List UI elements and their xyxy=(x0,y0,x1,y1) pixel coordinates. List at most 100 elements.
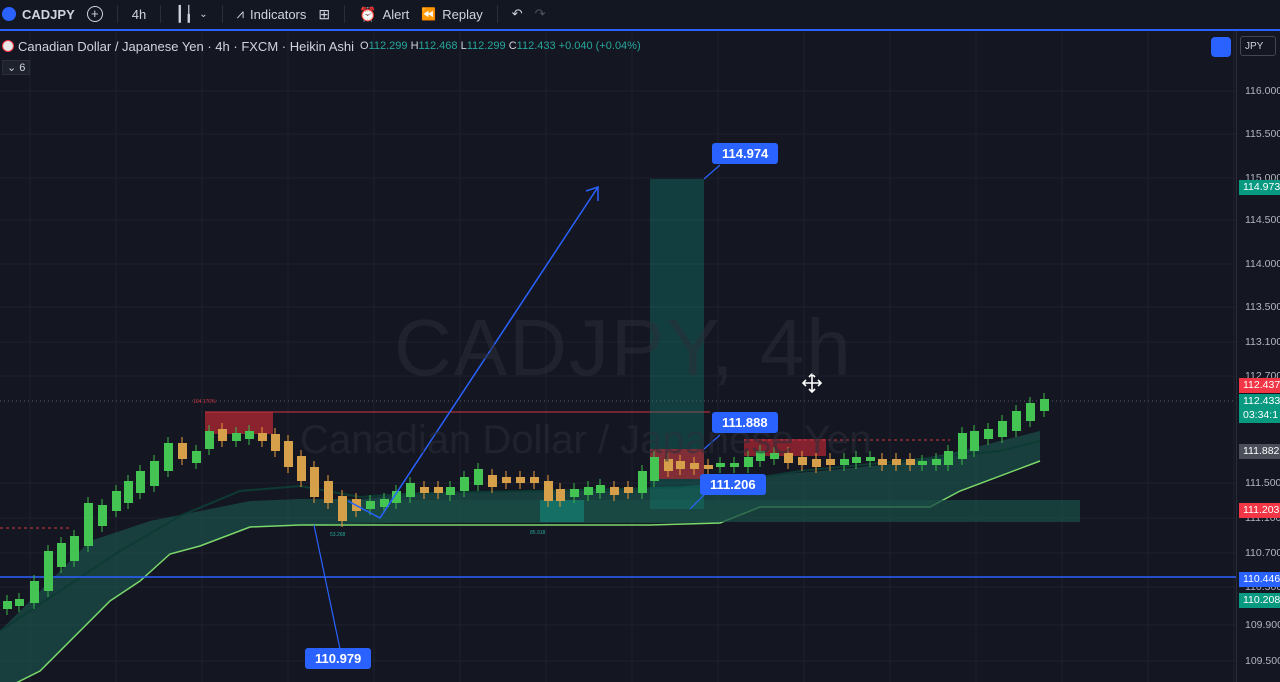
candle-body xyxy=(584,487,593,495)
toolbar-divider xyxy=(0,29,1280,31)
watermark-symbol: CADJPY, 4h xyxy=(394,303,853,392)
candle-body xyxy=(446,487,455,495)
undo-button[interactable]: ↶ xyxy=(506,6,529,22)
candle-body xyxy=(704,465,713,469)
candle-body xyxy=(205,431,214,449)
candle-body xyxy=(366,501,375,509)
candle-body xyxy=(852,457,861,463)
price-chart-canvas[interactable]: 104.170% 53.268 85.918 xyxy=(0,31,1236,682)
candle-body xyxy=(770,453,779,459)
indicators-label: Indicators xyxy=(250,6,307,22)
candle-body xyxy=(178,443,187,459)
candle-body xyxy=(840,459,849,465)
candle-body xyxy=(918,461,927,465)
open-value: 112.299 xyxy=(368,40,408,52)
candle-body xyxy=(70,536,79,561)
currency-button[interactable]: JPY xyxy=(1240,36,1276,56)
replay-label: Replay xyxy=(442,6,483,22)
price-tag: 111.882 xyxy=(1239,444,1280,459)
legend-ohlc: O112.299 H112.468 L112.299 C112.433 +0.0… xyxy=(360,40,641,52)
candle-body xyxy=(1040,399,1049,411)
replay-button[interactable]: ⏪ Replay xyxy=(415,7,488,22)
candle-body xyxy=(271,434,280,451)
chart-type-button[interactable]: ┃╽ ⌄ xyxy=(169,5,213,23)
candle-body xyxy=(756,451,765,461)
low-price-callout: 110.979 xyxy=(305,648,372,669)
candle-body xyxy=(474,469,483,485)
stop-pointer-line xyxy=(689,492,707,510)
candle-body xyxy=(124,481,133,503)
candle-body xyxy=(1026,403,1035,421)
compare-button[interactable]: + xyxy=(81,6,109,22)
stop-price-callout: 111.206 xyxy=(700,474,766,495)
candle-body xyxy=(84,503,93,546)
candle-body xyxy=(970,431,979,451)
projection-arrow xyxy=(347,186,599,519)
candle-body xyxy=(906,459,915,465)
candles-icon: ┃╽ xyxy=(175,6,194,23)
candle-body xyxy=(998,421,1007,437)
projection-arrowhead xyxy=(585,185,599,201)
candle-body xyxy=(232,433,241,441)
interval-label: 4h xyxy=(131,6,147,22)
candle-body xyxy=(338,496,347,521)
candle-body xyxy=(164,443,173,471)
candle-body xyxy=(892,459,901,465)
price-tag: 114.973 xyxy=(1239,180,1280,195)
symbol-search-button[interactable]: CADJPY xyxy=(0,7,81,22)
price-tick: 114.000 xyxy=(1245,258,1280,270)
plus-circle-icon: + xyxy=(86,6,103,22)
candle-body xyxy=(420,487,429,493)
layouts-button[interactable]: ⊞ xyxy=(312,6,336,23)
candle-body xyxy=(596,485,605,493)
candle-body xyxy=(192,451,201,463)
candle-body xyxy=(570,489,579,497)
top-toolbar: CADJPY + 4h ┃╽ ⌄ ⩘ Indicators ⊞ ⏰ Alert … xyxy=(0,0,1280,28)
price-tag: 111.203 xyxy=(1239,503,1280,518)
interval-button[interactable]: 4h xyxy=(126,7,152,22)
chart-legend: Canadian Dollar / Japanese Yen · 4h · FX… xyxy=(0,36,641,56)
high-value: 112.468 xyxy=(418,40,458,52)
symbol-logo-icon xyxy=(2,7,16,21)
candle-body xyxy=(878,459,887,465)
demand-zone xyxy=(340,500,1080,522)
candle-body xyxy=(57,543,66,567)
redo-icon: ↷ xyxy=(534,6,546,21)
price-tick: 113.500 xyxy=(1245,301,1280,313)
alert-label: Alert xyxy=(382,6,410,22)
candle-body xyxy=(392,491,401,503)
candle-body xyxy=(502,477,511,483)
indicators-toggle[interactable]: ⌄ 6 xyxy=(2,60,31,75)
candle-body xyxy=(744,457,753,467)
indicator-count: 6 xyxy=(19,62,26,74)
price-tag: 112.433 xyxy=(1239,394,1280,409)
candle-body xyxy=(716,463,725,467)
alarm-icon: ⏰ xyxy=(359,5,377,22)
left-note-label: 104.170% xyxy=(193,399,216,405)
change-value: +0.040 (+0.04%) xyxy=(558,40,641,52)
alert-button[interactable]: ⏰ Alert xyxy=(353,6,415,23)
redo-button[interactable]: ↷ xyxy=(529,6,552,22)
candle-body xyxy=(218,429,227,441)
candle-body xyxy=(826,459,835,465)
legend-title: Canadian Dollar / Japanese Yen · 4h · FX… xyxy=(18,38,355,54)
symbol-label: CADJPY xyxy=(22,6,75,22)
price-tick: 115.500 xyxy=(1245,128,1280,140)
low-pointer-line xyxy=(313,524,341,650)
candle-body xyxy=(812,459,821,467)
candle-body xyxy=(112,491,121,511)
price-tag: 03:34:1 xyxy=(1239,408,1280,423)
indicators-button[interactable]: ⩘ Indicators xyxy=(231,6,313,22)
supply-zone xyxy=(205,412,273,434)
price-axis[interactable]: 116.000 115.500 115.000 114.500 114.000 113.5… xyxy=(1236,31,1280,682)
price-tag: 112.437 xyxy=(1239,378,1280,393)
candle-body xyxy=(624,487,633,493)
low-value: 112.299 xyxy=(466,40,506,52)
close-value: 112.433 xyxy=(516,40,556,52)
trend-cloud xyxy=(0,431,1040,682)
candle-body xyxy=(460,477,469,491)
candle-body xyxy=(984,429,993,439)
candle-body xyxy=(434,487,443,493)
sync-button[interactable] xyxy=(1211,37,1231,57)
candle-body xyxy=(516,477,525,483)
